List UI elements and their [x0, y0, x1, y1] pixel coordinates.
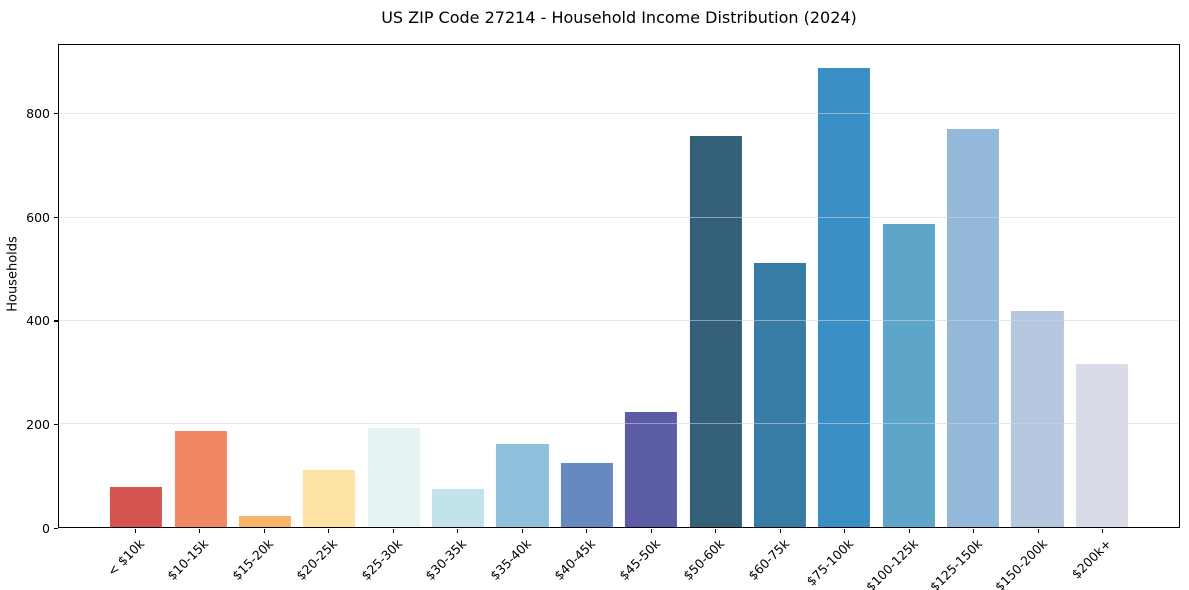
bar-slot-75-100k	[812, 45, 876, 527]
x-tick-mark-40-45k	[586, 529, 588, 533]
x-tick-label-100-125k: $100-125k	[862, 536, 921, 590]
x-tick-label-40-45k: $40-45k	[551, 536, 599, 584]
bar-50-60k	[689, 136, 742, 527]
x-tick-label-150-200k: $150-200k	[991, 536, 1050, 590]
bar-100-125k	[882, 223, 935, 527]
bar-slot-200k	[1070, 45, 1134, 527]
x-tick-label-20-25k: $20-25k	[293, 536, 341, 584]
y-tick-mark-400	[54, 320, 58, 322]
bar-10-15k	[174, 431, 227, 527]
x-tick-label-75-100k: $75-100k	[803, 536, 857, 589]
x-tick-label-125-150k: $125-150k	[927, 536, 986, 590]
bar-slot-25-30k	[362, 45, 426, 527]
x-tick-mark-100-125k	[908, 529, 910, 533]
x-tick-mark-10k	[134, 529, 136, 533]
x-tick-label-50-60k: $50-60k	[680, 536, 728, 584]
bar-slot-10-15k	[168, 45, 232, 527]
y-tick-label-600: 600	[26, 209, 50, 225]
gridline-800	[59, 113, 1179, 115]
x-tick-mark-50-60k	[715, 529, 717, 533]
bar-slot-150-200k	[1005, 45, 1069, 527]
bar-75-100k	[818, 67, 871, 527]
bar-slot-15-20k	[233, 45, 297, 527]
x-tick-label-60-75k: $60-75k	[744, 536, 792, 584]
x-tick-label-35-40k: $35-40k	[486, 536, 534, 584]
bar-30-35k	[431, 488, 485, 527]
bar-60-75k	[753, 262, 807, 527]
x-tick-mark-125-150k	[973, 529, 975, 533]
x-tick-mark-60-75k	[779, 529, 781, 533]
bar-slot-20-25k	[297, 45, 361, 527]
bar-slot-30-35k	[426, 45, 490, 527]
bar-slot-35-40k	[490, 45, 554, 527]
bar-slot-50-60k	[683, 45, 747, 527]
bar-25-30k	[367, 427, 420, 527]
y-tick-mark-800	[54, 113, 58, 115]
y-tick-mark-600	[54, 216, 58, 218]
bar-slot-10k	[104, 45, 168, 527]
y-tick-label-800: 800	[26, 106, 50, 122]
x-tick-label-25-30k: $25-30k	[357, 536, 405, 584]
x-tick-mark-200k	[1102, 529, 1104, 533]
x-tick-mark-75-100k	[844, 529, 846, 533]
bar-slot-60-75k	[748, 45, 812, 527]
x-tick-mark-35-40k	[521, 529, 523, 533]
x-tick-mark-10-15k	[199, 529, 201, 533]
bars-container	[59, 45, 1179, 527]
chart-title: US ZIP Code 27214 - Household Income Dis…	[381, 8, 857, 27]
bar-slot-40-45k	[555, 45, 619, 527]
x-tick-mark-15-20k	[263, 529, 265, 533]
x-tick-label-10k: < $10k	[104, 536, 147, 579]
bar-slot-125-150k	[941, 45, 1005, 527]
bar-35-40k	[496, 443, 549, 527]
x-tick-label-10-15k: $10-15k	[164, 536, 212, 584]
bar-10k	[110, 487, 163, 527]
x-tick-mark-25-30k	[392, 529, 394, 533]
y-tick-mark-200	[54, 423, 58, 426]
bar-150-200k	[1011, 311, 1064, 527]
bar-45-50k	[625, 411, 678, 527]
x-tick-label-15-20k: $15-20k	[228, 536, 276, 584]
bar-40-45k	[560, 463, 613, 527]
gridline-200	[59, 422, 1179, 424]
bar-slot-45-50k	[619, 45, 683, 527]
y-tick-label-200: 200	[26, 416, 50, 432]
y-tick-label-400: 400	[26, 313, 50, 329]
bar-125-150k	[946, 128, 1000, 527]
y-tick-mark-0	[54, 527, 58, 529]
x-tick-mark-150-200k	[1037, 529, 1039, 533]
x-tick-mark-45-50k	[650, 529, 652, 533]
x-tick-mark-20-25k	[328, 529, 330, 533]
y-axis-label: Households	[5, 236, 21, 312]
x-tick-label-200k: $200k+	[1068, 536, 1115, 582]
bar-20-25k	[303, 469, 356, 527]
bar-slot-100-125k	[877, 45, 941, 527]
x-tick-mark-30-35k	[457, 529, 459, 533]
gridline-600	[59, 216, 1179, 218]
y-tick-label-0: 0	[42, 520, 50, 536]
bar-15-20k	[238, 516, 292, 527]
x-tick-label-30-35k: $30-35k	[422, 536, 470, 584]
plot-area	[58, 44, 1180, 528]
gridline-400	[59, 319, 1179, 321]
bar-200k	[1075, 364, 1128, 527]
x-tick-label-45-50k: $45-50k	[615, 536, 663, 584]
